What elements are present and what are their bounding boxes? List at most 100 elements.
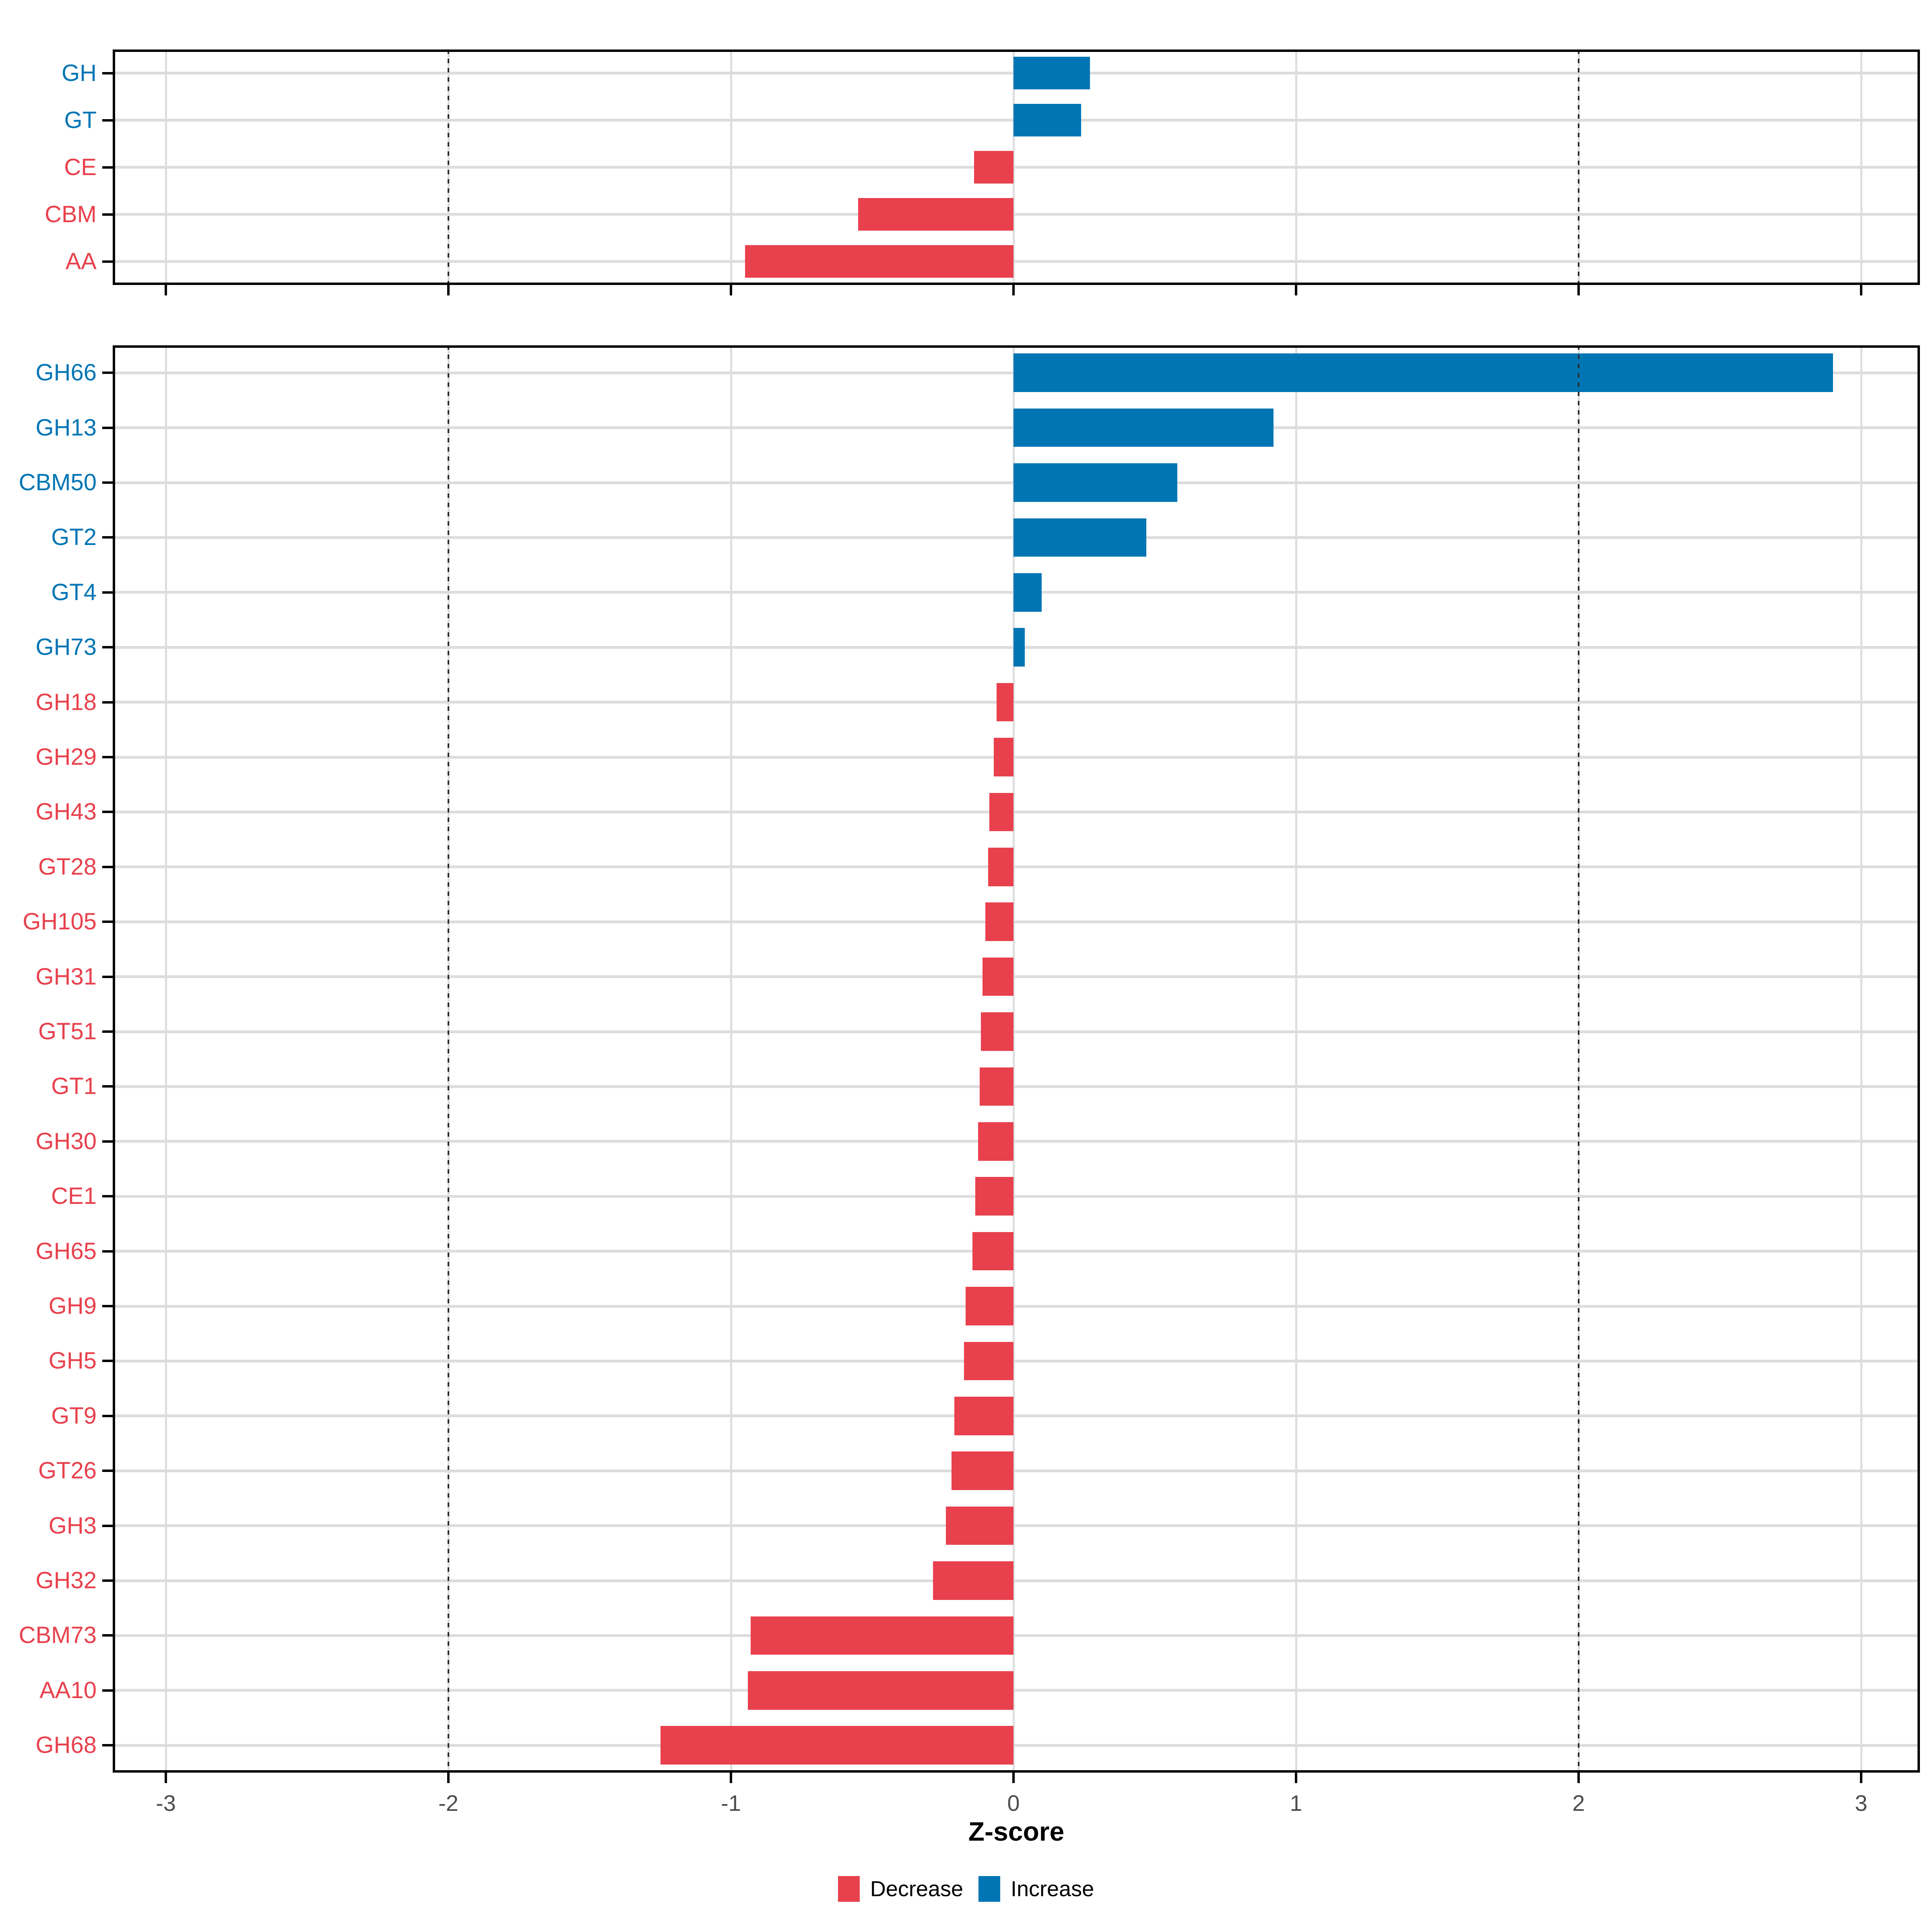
y-tick-label-GT51: GT51	[38, 1018, 97, 1044]
bar-GH32	[933, 1561, 1013, 1600]
y-tick-label-GH43: GH43	[35, 799, 97, 825]
y-tick-label-GT: GT	[64, 107, 97, 133]
bar-GT26	[951, 1451, 1013, 1490]
x-axis-tick	[1577, 1773, 1580, 1783]
gridline-y	[113, 975, 1920, 978]
y-axis-tick	[102, 72, 113, 74]
panel-cazyme-classes	[113, 50, 1920, 285]
y-axis-tick	[102, 1140, 113, 1143]
x-axis-tick	[730, 285, 732, 295]
x-tick-label-3: 3	[1855, 1790, 1868, 1816]
legend-item-decrease: Decrease	[838, 1876, 963, 1902]
bar-GT28	[988, 848, 1013, 886]
y-tick-label-GH30: GH30	[35, 1128, 97, 1154]
bar-CBM50	[1013, 463, 1178, 502]
gridline-y	[113, 920, 1920, 923]
gridline-y	[113, 1305, 1920, 1308]
y-axis-tick	[102, 372, 113, 374]
x-axis-tick	[165, 1773, 167, 1783]
gridline-y	[113, 1579, 1920, 1582]
y-tick-label-AA: AA	[65, 248, 97, 275]
y-axis-tick	[102, 1634, 113, 1637]
x-tick-label-2: 2	[1572, 1790, 1585, 1816]
y-axis-tick	[102, 536, 113, 539]
y-tick-label-GH13: GH13	[35, 414, 97, 441]
y-tick-label-GT1: GT1	[51, 1073, 97, 1100]
bar-GH43	[989, 793, 1013, 832]
y-tick-label-AA10: AA10	[39, 1677, 97, 1703]
gridline-y	[113, 1469, 1920, 1472]
y-axis-tick	[102, 975, 113, 978]
y-tick-label-GH66: GH66	[35, 359, 97, 386]
x-axis-tick	[1012, 285, 1015, 295]
bar-GH	[1013, 56, 1090, 90]
gridline-y	[113, 1085, 1920, 1088]
bar-GT	[1013, 103, 1082, 137]
gridline-y	[113, 810, 1920, 813]
y-axis-tick	[102, 701, 113, 704]
y-axis-tick	[102, 1360, 113, 1362]
x-axis-tick	[447, 285, 450, 295]
y-tick-label-CE: CE	[64, 154, 97, 180]
y-axis-tick	[102, 426, 113, 429]
gridline-y	[113, 865, 1920, 869]
bar-GH31	[982, 957, 1013, 996]
gridline-x	[1860, 345, 1862, 1773]
bar-CBM73	[751, 1616, 1013, 1655]
y-tick-label-CBM50: CBM50	[19, 469, 97, 495]
bar-CBM	[858, 198, 1013, 231]
bar-GT2	[1013, 518, 1146, 557]
y-axis-tick	[102, 1250, 113, 1253]
legend-swatch-decrease	[838, 1876, 860, 1902]
legend-swatch-increase	[978, 1876, 1000, 1902]
x-axis-tick	[1860, 1773, 1862, 1783]
y-tick-label-GH: GH	[62, 60, 97, 86]
legend-label-decrease: Decrease	[870, 1877, 963, 1901]
y-tick-label-GH18: GH18	[35, 689, 97, 715]
gridline-x	[730, 345, 732, 1773]
bar-AA10	[748, 1671, 1013, 1710]
legend: Decrease Increase	[0, 1871, 1932, 1907]
y-axis-tick	[102, 1744, 113, 1747]
x-axis-tick	[730, 1773, 732, 1783]
bar-GT51	[981, 1012, 1013, 1051]
bar-AA	[745, 245, 1013, 278]
y-tick-label-CBM73: CBM73	[19, 1622, 97, 1649]
gridline-y	[113, 1634, 1920, 1637]
gridline-x	[1012, 345, 1015, 1773]
y-tick-label-GH65: GH65	[35, 1238, 97, 1264]
x-axis-tick	[1295, 285, 1297, 295]
x-axis-tick	[1860, 285, 1862, 295]
x-axis-tick	[1295, 1773, 1297, 1783]
bar-GH30	[978, 1122, 1013, 1161]
bar-GH13	[1013, 408, 1274, 447]
gridline-y	[113, 260, 1920, 263]
gridline-y	[113, 1359, 1920, 1362]
y-tick-label-GH3: GH3	[48, 1512, 97, 1539]
gridline-y	[113, 1524, 1920, 1527]
y-axis-tick	[102, 213, 113, 216]
x-axis-tick	[447, 1773, 450, 1783]
x-tick-label--3: -3	[156, 1790, 176, 1816]
bar-GT9	[954, 1397, 1013, 1435]
bar-GH3	[945, 1506, 1013, 1545]
y-tick-label-GH9: GH9	[48, 1293, 97, 1319]
y-tick-label-GH32: GH32	[35, 1567, 97, 1593]
gridline-y	[113, 1030, 1920, 1033]
bar-GH65	[972, 1232, 1013, 1271]
gridline-y	[113, 166, 1920, 169]
gridline-y	[113, 1195, 1920, 1198]
reference-line	[1578, 50, 1579, 285]
y-tick-label-GT26: GT26	[38, 1457, 97, 1484]
y-tick-label-GH105: GH105	[23, 908, 97, 935]
y-axis-tick	[102, 1414, 113, 1417]
gridline-y	[113, 213, 1920, 216]
reference-line	[448, 50, 449, 285]
y-axis-tick	[102, 865, 113, 868]
y-axis-tick	[102, 1030, 113, 1033]
y-axis-tick	[102, 646, 113, 649]
gridline-x	[1295, 345, 1297, 1773]
legend-label-increase: Increase	[1010, 1877, 1094, 1901]
bar-GH73	[1013, 628, 1025, 667]
y-axis-tick	[102, 1195, 113, 1198]
